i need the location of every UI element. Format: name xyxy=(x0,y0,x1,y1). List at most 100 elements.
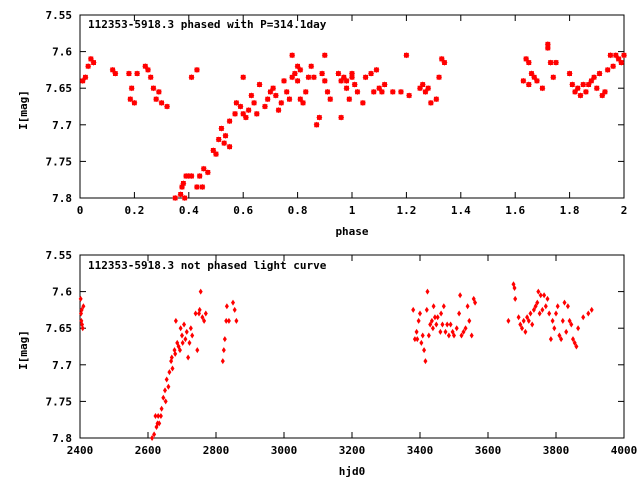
data-point xyxy=(226,143,233,150)
data-point xyxy=(231,299,235,306)
data-point xyxy=(180,339,185,346)
data-point xyxy=(198,288,203,295)
data-point xyxy=(172,195,179,201)
data-point xyxy=(183,336,188,343)
data-point xyxy=(169,354,174,361)
data-point xyxy=(565,303,570,310)
data-point xyxy=(582,88,589,95)
data-point xyxy=(397,88,404,95)
data-point xyxy=(550,317,555,324)
data-point xyxy=(158,99,165,106)
data-point xyxy=(226,118,233,125)
x-axis-label: hjd0 xyxy=(339,465,366,478)
x-axis-label: phase xyxy=(335,225,368,238)
data-point xyxy=(188,173,195,180)
data-point xyxy=(403,52,410,59)
data-point xyxy=(604,66,611,73)
data-points xyxy=(78,281,594,441)
data-point xyxy=(373,66,380,73)
x-ticks: 2400 2600 2800 3000 3200 3400 3600 3800 4000 xyxy=(67,255,637,457)
data-point xyxy=(153,96,160,103)
data-point xyxy=(180,180,187,187)
data-point xyxy=(291,70,298,77)
data-point xyxy=(150,85,157,92)
data-point xyxy=(242,114,249,121)
data-point xyxy=(82,74,89,81)
data-point xyxy=(188,325,193,332)
data-point xyxy=(381,81,388,88)
x-tick-label: 2400 xyxy=(67,444,94,457)
data-point xyxy=(193,310,198,317)
data-point xyxy=(443,328,448,335)
y-axis-label: I[mag] xyxy=(17,330,30,370)
data-point xyxy=(438,328,443,335)
y-tick-label: 7.75 xyxy=(46,155,73,168)
data-point xyxy=(564,328,569,335)
data-point xyxy=(543,303,548,310)
data-point xyxy=(188,74,195,81)
data-point xyxy=(569,81,576,88)
data-point xyxy=(531,306,536,313)
data-point xyxy=(411,306,416,313)
data-point xyxy=(224,303,229,310)
data-point xyxy=(427,99,434,106)
data-point xyxy=(434,321,439,328)
data-point xyxy=(80,325,85,332)
data-point xyxy=(572,339,577,346)
y-ticks: 7.55 7.6 7.65 7.7 7.75 7.8 xyxy=(46,9,624,205)
x-ticks: 0 0.2 0.4 0.6 0.8 1 1.2 1.4 1.6 1.8 2 xyxy=(77,15,627,217)
data-point xyxy=(321,52,328,59)
data-point xyxy=(164,103,171,110)
data-point xyxy=(313,121,320,128)
data-point xyxy=(418,310,422,317)
data-point xyxy=(221,347,226,354)
data-point xyxy=(420,332,425,339)
data-point xyxy=(157,420,162,427)
data-point xyxy=(200,314,205,321)
data-point xyxy=(425,85,432,92)
data-point xyxy=(415,336,420,343)
x-tick-label: 1 xyxy=(349,204,356,217)
data-point xyxy=(346,96,353,103)
data-point xyxy=(196,173,203,180)
data-point xyxy=(528,310,533,317)
data-point xyxy=(327,96,334,103)
data-point xyxy=(305,74,312,81)
data-point xyxy=(163,398,168,405)
data-point xyxy=(552,325,557,332)
x-tick-label: 0.8 xyxy=(288,204,308,217)
data-point xyxy=(167,369,172,376)
data-point xyxy=(525,59,532,66)
data-point xyxy=(574,343,579,350)
data-point xyxy=(187,339,192,346)
data-point xyxy=(233,99,240,106)
data-point xyxy=(580,81,587,88)
data-point xyxy=(526,317,531,324)
data-point xyxy=(256,81,263,88)
data-point xyxy=(574,85,581,92)
data-point xyxy=(128,85,135,92)
data-point xyxy=(272,92,279,99)
data-point xyxy=(378,88,385,95)
data-points xyxy=(79,41,627,201)
data-point xyxy=(127,96,134,103)
data-point xyxy=(586,310,591,317)
data-point xyxy=(548,336,553,343)
data-point xyxy=(433,96,440,103)
data-point xyxy=(452,332,456,339)
data-point xyxy=(368,70,375,77)
data-point xyxy=(90,59,97,66)
y-tick-label: 7.7 xyxy=(52,359,72,372)
data-point xyxy=(264,96,271,103)
data-point xyxy=(351,81,358,88)
data-point xyxy=(370,88,377,95)
data-point xyxy=(234,317,239,324)
data-point xyxy=(316,114,323,121)
data-point xyxy=(170,365,175,372)
data-point xyxy=(182,321,187,328)
data-point xyxy=(463,325,468,332)
data-point xyxy=(618,59,625,66)
data-point xyxy=(469,332,474,339)
data-point xyxy=(530,321,535,328)
data-point xyxy=(158,413,163,420)
